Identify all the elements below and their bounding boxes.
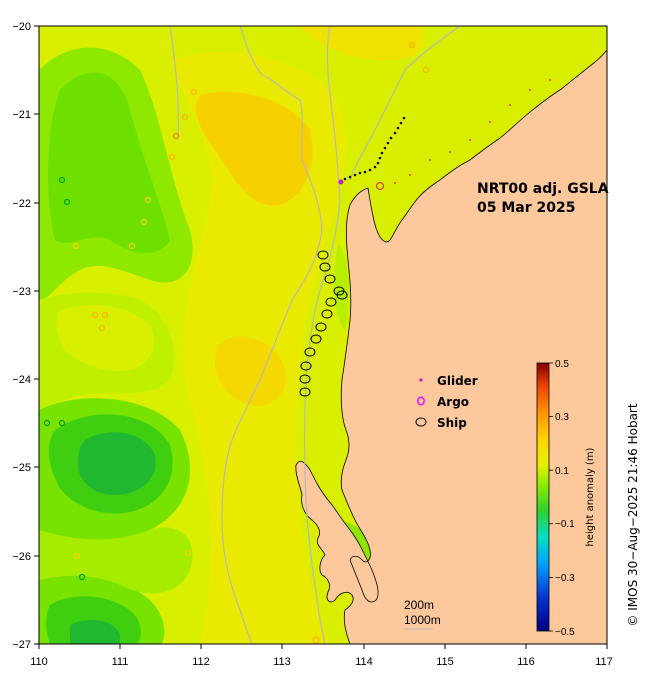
colorbar-title: height anomaly (m) [585, 447, 596, 546]
imos-credit: © IMOS 30−Aug−2025 21:46 Hobart [626, 403, 640, 626]
x-axis [38, 644, 608, 649]
argo-markers [43, 41, 430, 644]
plot-frame [38, 25, 608, 645]
colorbar-tick-label: −0.3 [555, 573, 575, 584]
land-mass [295, 26, 607, 644]
x-tick-label: 116 [517, 656, 535, 668]
x-tick-label: 117 [595, 656, 613, 668]
y-tick-label: −27 [12, 639, 31, 651]
colorbar: 0.5 0.3 0.1 −0.1 −0.3 −0.5 height anomal… [536, 359, 596, 638]
colorbar-tick-label: 0.3 [555, 412, 569, 423]
y-tick-label: −23 [12, 286, 31, 298]
x-tick-label: 110 [30, 656, 48, 668]
coastal-dots [394, 79, 551, 184]
glider-legend-icon [419, 378, 423, 382]
x-tick-label: 115 [436, 656, 454, 668]
legend: Glider Argo Ship [415, 374, 478, 430]
colorbar-tick-label: 0.1 [555, 466, 569, 477]
glider-track [338, 116, 406, 185]
colorbar-tick-label: −0.1 [555, 519, 575, 530]
isobath-lines [169, 26, 461, 644]
ship-legend-icon [415, 417, 427, 427]
legend-argo-label: Argo [437, 395, 469, 409]
y-tick-label: −20 [12, 21, 31, 33]
x-tick-label: 113 [273, 656, 291, 668]
isobath-label-200m: 200m [404, 598, 434, 612]
argo-legend-icon [417, 396, 425, 406]
map-title-line1: NRT00 adj. GSLA [477, 181, 609, 197]
x-tick-label: 114 [355, 656, 373, 668]
y-tick-label: −21 [12, 109, 31, 121]
x-tick-label: 112 [192, 656, 210, 668]
y-tick-label: −22 [12, 198, 31, 210]
legend-glider-label: Glider [437, 374, 478, 388]
x-tick-labels: 110 111 112 113 114 115 116 117 [30, 656, 613, 668]
map-title-line2: 05 Mar 2025 [477, 200, 575, 216]
y-tick-label: −25 [12, 462, 31, 474]
colorbar-tick-label: 0.5 [555, 359, 569, 370]
colorbar-tick-label: −0.5 [555, 627, 575, 638]
y-tick-label: −24 [12, 374, 31, 386]
y-axis [34, 25, 39, 645]
y-tick-labels: −20 −21 −22 −23 −24 −25 −26 −27 [12, 21, 31, 651]
isobath-label-1000m: 1000m [404, 613, 441, 627]
y-tick-label: −26 [12, 551, 31, 563]
ship-markers [299, 250, 348, 397]
x-tick-label: 111 [112, 656, 129, 668]
legend-ship-label: Ship [437, 416, 467, 430]
colorbar-gradient [536, 362, 550, 632]
